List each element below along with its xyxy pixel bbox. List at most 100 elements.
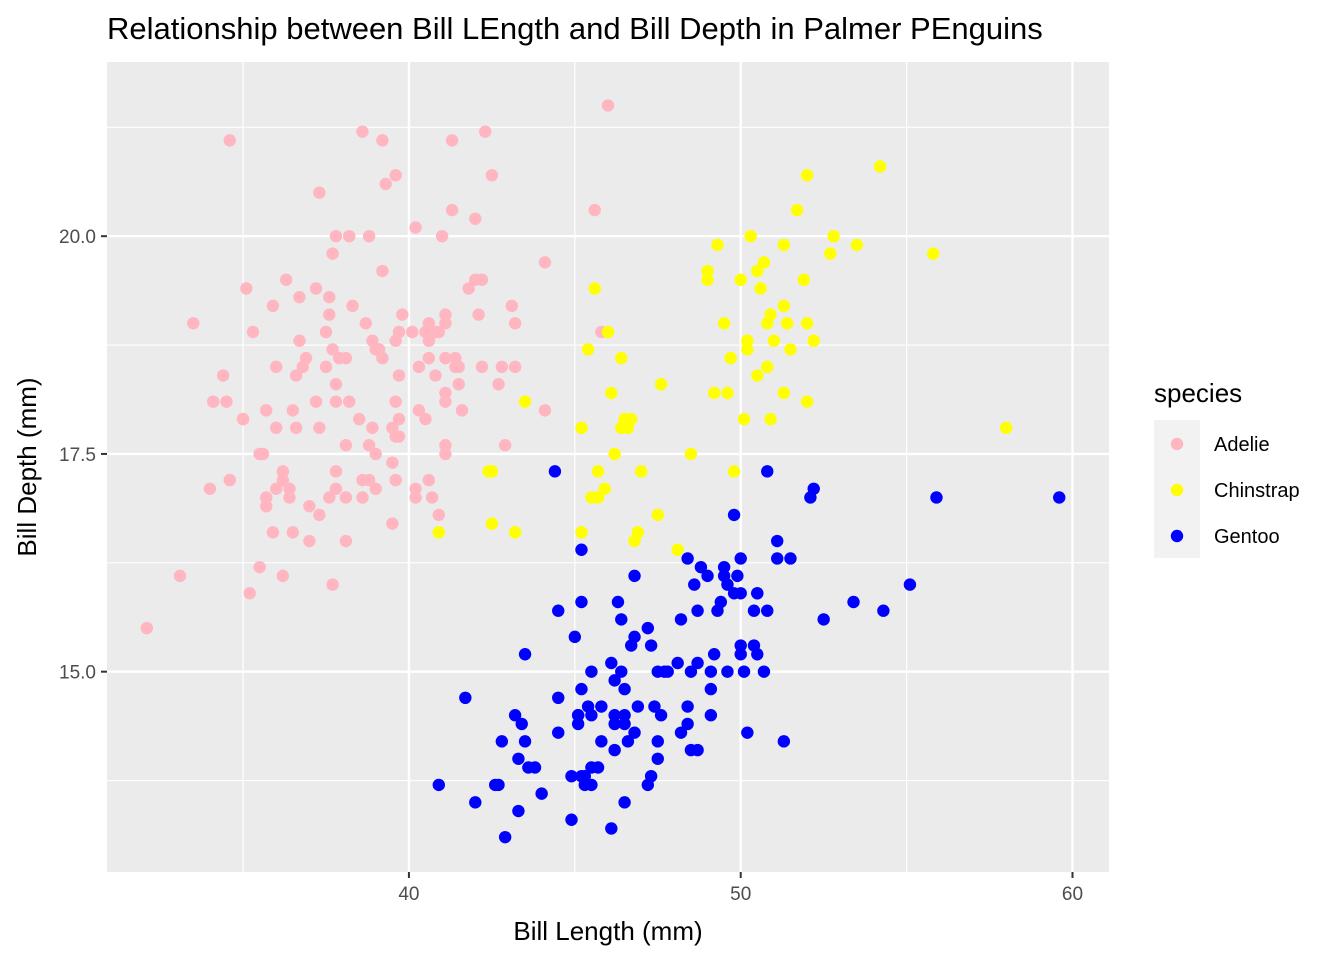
axis-tick-labels: 40 50 60 15.0 17.5 20.0 — [59, 227, 1083, 905]
data-point-gentoo — [717, 560, 731, 574]
data-point-gentoo — [761, 604, 774, 617]
data-point-adelie — [601, 99, 615, 112]
data-point-adelie — [479, 125, 492, 138]
data-point-adelie — [359, 317, 372, 330]
data-point-chinstrap — [761, 317, 774, 330]
data-point-chinstrap — [601, 325, 615, 339]
data-point-chinstrap — [625, 412, 638, 426]
data-point-adelie — [296, 360, 309, 374]
data-point-gentoo — [771, 552, 784, 565]
legend-key-gentoo — [1170, 529, 1184, 543]
data-point-chinstrap — [807, 334, 820, 347]
data-point-chinstrap — [591, 491, 605, 504]
data-point-adelie — [588, 203, 601, 217]
data-point-chinstrap — [741, 343, 754, 356]
data-point-adelie — [140, 621, 154, 635]
data-point-adelie — [323, 308, 336, 321]
data-point-gentoo — [671, 656, 684, 670]
data-point-adelie — [422, 351, 436, 365]
data-point-gentoo — [757, 665, 771, 678]
y-tick-label: 17.5 — [59, 445, 96, 466]
data-point-gentoo — [751, 648, 764, 661]
data-point-adelie — [319, 360, 333, 374]
data-point-adelie — [439, 447, 452, 461]
data-point-chinstrap — [615, 421, 628, 435]
series-chinstrap — [432, 160, 1013, 556]
data-point-gentoo — [615, 613, 628, 626]
data-point-adelie — [392, 412, 406, 426]
data-point-chinstrap — [651, 508, 664, 522]
data-point-adelie — [266, 299, 280, 313]
data-point-adelie — [173, 569, 187, 583]
data-point-chinstrap — [485, 517, 499, 530]
data-point-adelie — [253, 560, 266, 574]
data-point-gentoo — [571, 717, 585, 731]
data-point-gentoo — [731, 569, 744, 583]
data-point-gentoo — [459, 691, 472, 705]
data-point-adelie — [313, 421, 326, 435]
minor-gridlines — [107, 62, 1109, 872]
data-point-adelie — [303, 534, 316, 548]
data-point-gentoo — [784, 552, 797, 565]
data-point-gentoo — [575, 769, 588, 783]
data-point-chinstrap — [751, 369, 764, 382]
data-point-adelie — [346, 299, 359, 313]
data-point-adelie — [276, 569, 290, 583]
data-point-adelie — [289, 369, 303, 382]
data-point-chinstrap — [737, 412, 751, 426]
data-point-adelie — [472, 308, 485, 321]
x-tick-label: 50 — [730, 884, 751, 905]
data-point-chinstrap — [432, 526, 445, 539]
data-point-chinstrap — [999, 421, 1013, 435]
data-point-adelie — [369, 482, 382, 495]
data-point-gentoo — [691, 604, 704, 617]
data-point-chinstrap — [615, 351, 628, 365]
data-point-chinstrap — [608, 447, 621, 461]
data-point-adelie — [362, 439, 376, 452]
plot-panel — [107, 62, 1109, 872]
data-point-adelie — [223, 473, 236, 487]
data-point-chinstrap — [724, 351, 737, 365]
data-point-gentoo — [615, 665, 628, 678]
data-point-adelie — [392, 430, 406, 443]
data-point-gentoo — [591, 761, 605, 774]
data-point-adelie — [343, 229, 356, 243]
axis-ticks — [101, 235, 1074, 878]
data-point-adelie — [409, 482, 422, 495]
data-point-gentoo — [688, 578, 701, 591]
data-point-adelie — [492, 378, 505, 391]
data-point-adelie — [435, 229, 449, 243]
data-point-chinstrap — [701, 273, 714, 286]
y-axis-title: Bill Depth (mm) — [12, 377, 42, 556]
data-point-adelie — [286, 404, 300, 417]
data-point-chinstrap — [761, 360, 774, 374]
data-point-gentoo — [595, 700, 608, 713]
data-point-gentoo — [528, 761, 542, 774]
data-point-gentoo — [498, 830, 512, 844]
data-point-chinstrap — [744, 229, 757, 243]
data-point-chinstrap — [790, 203, 804, 217]
data-point-adelie — [485, 169, 499, 182]
data-point-adelie — [452, 360, 465, 374]
legend: species Adelie Chinstrap Gentoo — [1154, 378, 1300, 558]
data-point-adelie — [419, 412, 432, 426]
data-point-gentoo — [1053, 491, 1066, 504]
data-point-adelie — [445, 203, 459, 217]
data-point-adelie — [429, 369, 442, 382]
data-point-chinstrap — [873, 160, 887, 173]
data-point-chinstrap — [757, 256, 771, 269]
data-point-gentoo — [717, 569, 731, 583]
data-point-chinstrap — [850, 238, 864, 252]
data-point-gentoo — [628, 630, 641, 644]
data-point-gentoo — [691, 656, 704, 670]
data-point-gentoo — [681, 717, 694, 731]
data-point-adelie — [326, 247, 339, 260]
data-point-adelie — [469, 212, 482, 225]
data-point-adelie — [187, 317, 200, 330]
data-point-adelie — [246, 325, 260, 339]
x-tick-label: 60 — [1062, 884, 1083, 905]
data-point-chinstrap — [926, 247, 940, 260]
data-point-gentoo — [432, 778, 445, 792]
data-point-adelie — [412, 404, 426, 417]
data-point-adelie — [379, 177, 392, 191]
